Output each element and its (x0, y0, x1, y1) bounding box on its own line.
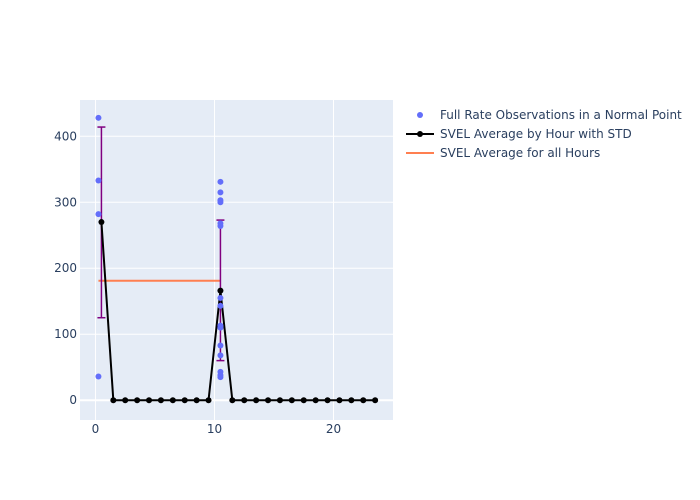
hourly-average-point (241, 397, 248, 404)
hourly-average-point (134, 397, 141, 404)
hourly-average-point (300, 397, 307, 404)
x-tick-label: 20 (326, 422, 341, 436)
legend-item-observations[interactable]: Full Rate Observations in a Normal Point (417, 108, 682, 122)
hourly-average-point (312, 397, 319, 404)
y-tick-label: 400 (54, 129, 77, 143)
plot-background (80, 100, 393, 420)
observation-point (95, 211, 102, 218)
hourly-average-point (336, 397, 343, 404)
legend-item-all-hours-average[interactable]: SVEL Average for all Hours (406, 146, 600, 160)
observation-point (95, 114, 102, 121)
observation-point (217, 302, 224, 309)
legend-marker-observations (417, 112, 423, 118)
observation-point (217, 189, 224, 196)
hourly-average-point (146, 397, 153, 404)
observation-point (95, 373, 102, 380)
observation-point (217, 199, 224, 206)
legend-item-hourly-average[interactable]: SVEL Average by Hour with STD (406, 127, 632, 141)
y-tick-label: 100 (54, 327, 77, 341)
y-tick-label: 300 (54, 195, 77, 209)
observation-point (95, 177, 102, 184)
hourly-average-point (193, 397, 200, 404)
observations-scatter-group (95, 114, 224, 381)
legend: Full Rate Observations in a Normal Point… (406, 108, 682, 160)
hourly-average-point (324, 397, 331, 404)
hourly-average-point (372, 397, 379, 404)
legend-label-observations: Full Rate Observations in a Normal Point (440, 108, 682, 122)
observation-point (217, 178, 224, 185)
hourly-average-line-group (98, 219, 379, 404)
hourly-average-point (217, 287, 224, 294)
hourly-average-point (288, 397, 295, 404)
observation-point (217, 342, 224, 349)
observation-point (217, 294, 224, 301)
hourly-average-point (229, 397, 236, 404)
legend-marker-hourly-average (417, 131, 423, 137)
y-tick-label: 0 (69, 393, 77, 407)
hourly-average-point (98, 219, 105, 226)
legend-label-hourly-average: SVEL Average by Hour with STD (440, 127, 632, 141)
observation-point (217, 374, 224, 381)
y-tick-label: 200 (54, 261, 77, 275)
hourly-average-point (157, 397, 164, 404)
hourly-average-point (169, 397, 176, 404)
x-tick-label: 0 (92, 422, 100, 436)
observation-point (217, 223, 224, 230)
hourly-average-point (276, 397, 283, 404)
observation-point (217, 352, 224, 359)
x-tick-label: 10 (207, 422, 222, 436)
legend-label-all-hours-average: SVEL Average for all Hours (440, 146, 600, 160)
hourly-average-point (348, 397, 355, 404)
hourly-average-point (122, 397, 129, 404)
hourly-average-point (253, 397, 260, 404)
hourly-average-point (265, 397, 272, 404)
hourly-average-point (205, 397, 212, 404)
observation-point (217, 324, 224, 331)
hourly-average-point (110, 397, 117, 404)
hourly-average-point (360, 397, 367, 404)
hourly-average-point (181, 397, 188, 404)
